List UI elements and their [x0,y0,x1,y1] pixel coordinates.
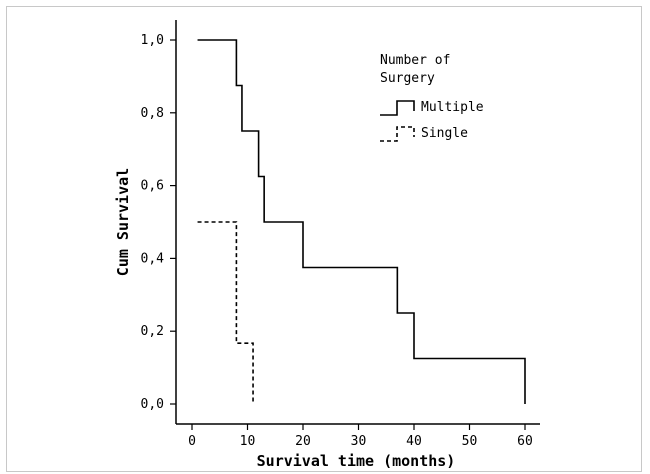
legend-label-single: Single [421,126,468,141]
legend-label-multiple: Multiple [421,100,484,115]
series-single-line [197,221,254,404]
y-tick-label: 0,8 [141,106,164,121]
legend-items: Multiple Single [380,100,484,142]
legend-title-line-1: Number of [380,53,450,68]
y-tick-label: 0,0 [141,397,164,412]
x-tick-label: 10 [240,434,256,449]
legend: Number of Surgery Multiple Single [380,53,484,142]
y-tick-label: 0,2 [141,324,164,339]
y-tick-label: 0,4 [141,251,165,266]
legend-swatch-single [380,126,415,142]
axes: 0,0 0,2 0,4 0,6 0,8 1,0 0 10 20 30 40 50 60 [141,20,540,449]
series-multiple-line [197,39,526,404]
y-tick-label: 0,6 [141,179,164,194]
x-tick-label: 20 [295,434,311,449]
x-tick-label: 40 [406,434,422,449]
series-layer [197,39,526,404]
chart-frame [6,6,642,472]
y-axis-title: Cum Survival [114,168,132,276]
x-tick-label: 60 [517,434,533,449]
x-tick-label: 50 [462,434,478,449]
legend-title-line-2: Surgery [380,71,435,86]
x-tick-label: 0 [188,434,196,449]
y-tick-label: 1,0 [141,33,164,48]
x-axis-title: Survival time (months) [257,452,456,470]
x-tick-label: 30 [351,434,367,449]
legend-swatch-multiple [380,100,415,116]
